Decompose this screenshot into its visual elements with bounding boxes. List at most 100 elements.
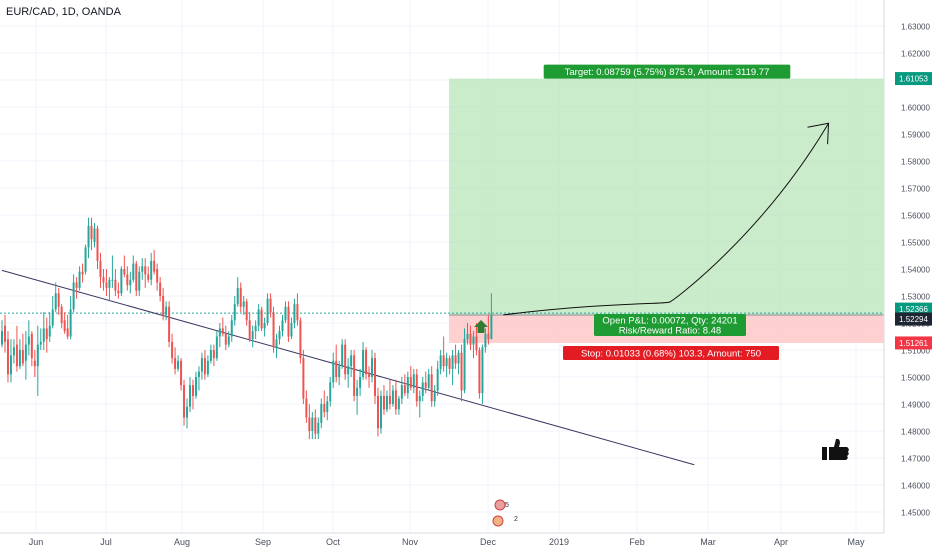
candle xyxy=(248,320,251,340)
candle xyxy=(299,320,302,359)
candle xyxy=(439,355,442,369)
candle xyxy=(347,366,350,375)
candle xyxy=(374,358,376,396)
y-tick-label: 1.57000 xyxy=(901,185,930,194)
candle xyxy=(123,269,126,275)
candle xyxy=(72,282,75,310)
y-tick-label: 1.62000 xyxy=(901,50,930,59)
candle xyxy=(84,247,87,272)
candle xyxy=(99,260,102,278)
candle xyxy=(421,382,424,396)
x-tick-label: Oct xyxy=(326,537,341,547)
candle xyxy=(227,336,230,345)
candle xyxy=(186,406,189,418)
candle xyxy=(18,350,21,367)
candle xyxy=(69,309,72,337)
candle xyxy=(362,350,365,377)
candle xyxy=(272,312,275,348)
candle xyxy=(320,404,323,423)
candle xyxy=(60,306,63,323)
candle xyxy=(317,422,320,434)
thumbs-up-icon xyxy=(822,438,849,460)
candle xyxy=(323,404,326,413)
candle xyxy=(263,323,266,329)
candle xyxy=(206,360,209,375)
candle xyxy=(42,328,45,342)
y-tick-label: 1.55000 xyxy=(901,239,930,248)
price-badge xyxy=(895,302,932,316)
candle xyxy=(305,398,308,418)
candle xyxy=(469,333,472,345)
candle xyxy=(9,355,12,375)
candle xyxy=(296,304,299,321)
candle xyxy=(150,260,153,280)
overlay-layer: Target: 0.08759 (5.75%) 875.9, Amount: 3… xyxy=(474,64,849,527)
candle xyxy=(230,320,233,337)
stop-label-bg xyxy=(563,345,779,360)
price-badge xyxy=(895,72,932,86)
candle xyxy=(397,398,400,410)
candle xyxy=(135,263,138,291)
candle xyxy=(308,417,311,431)
candle xyxy=(287,306,290,337)
candle xyxy=(463,339,466,391)
candle xyxy=(356,387,359,396)
candle xyxy=(66,328,69,337)
candle xyxy=(111,279,114,281)
pnl-box xyxy=(594,314,746,336)
price-badge-label: 1.52294 xyxy=(899,315,928,324)
candle xyxy=(242,301,245,307)
candle xyxy=(162,296,165,315)
x-tick-label: Aug xyxy=(174,537,190,547)
candle xyxy=(15,344,18,367)
candle xyxy=(412,374,415,388)
rr-label: Risk/Reward Ratio: 8.48 xyxy=(619,326,721,337)
candle xyxy=(81,271,84,275)
x-tick-label: 2019 xyxy=(549,537,569,547)
event-marker-label: 2 xyxy=(514,516,518,523)
x-tick-label: Mar xyxy=(700,537,716,547)
event-marker-label: 5 xyxy=(505,502,509,509)
candle xyxy=(379,395,382,429)
price-badge xyxy=(895,336,932,350)
candle xyxy=(350,355,353,367)
y-tick-label: 1.58000 xyxy=(901,158,930,167)
candle xyxy=(180,360,183,386)
candle xyxy=(460,352,463,391)
y-tick-label: 1.46000 xyxy=(901,482,930,491)
candle xyxy=(382,395,385,410)
y-tick-label: 1.48000 xyxy=(901,428,930,437)
candle xyxy=(311,417,314,431)
candle xyxy=(442,355,445,367)
candle xyxy=(177,360,180,369)
candle xyxy=(290,323,293,337)
candle xyxy=(102,277,105,283)
price-badge-label: 1.52366 xyxy=(899,305,928,314)
candle xyxy=(385,395,388,410)
candle xyxy=(165,306,168,315)
candle xyxy=(260,309,263,329)
candle xyxy=(6,339,9,375)
x-tick-label: Sep xyxy=(255,537,271,547)
y-tick-label: 1.47000 xyxy=(901,455,930,464)
candle xyxy=(1,331,3,345)
candle xyxy=(93,228,96,242)
candle xyxy=(326,401,329,413)
candle xyxy=(451,355,454,369)
candle xyxy=(376,395,379,429)
candles-layer xyxy=(1,217,493,440)
candle xyxy=(129,279,132,286)
time-axis[interactable]: Jun Jul Aug Sep Oct Nov Dec 2019 Feb Mar Apr May xyxy=(29,537,865,547)
candle xyxy=(239,287,242,307)
x-tick-label: May xyxy=(847,537,865,547)
candle xyxy=(57,293,60,307)
candle xyxy=(338,366,341,377)
candle xyxy=(284,306,287,321)
candle xyxy=(445,358,448,367)
candle xyxy=(457,352,460,364)
up-arrow-icon xyxy=(474,320,488,333)
candle xyxy=(335,360,338,377)
